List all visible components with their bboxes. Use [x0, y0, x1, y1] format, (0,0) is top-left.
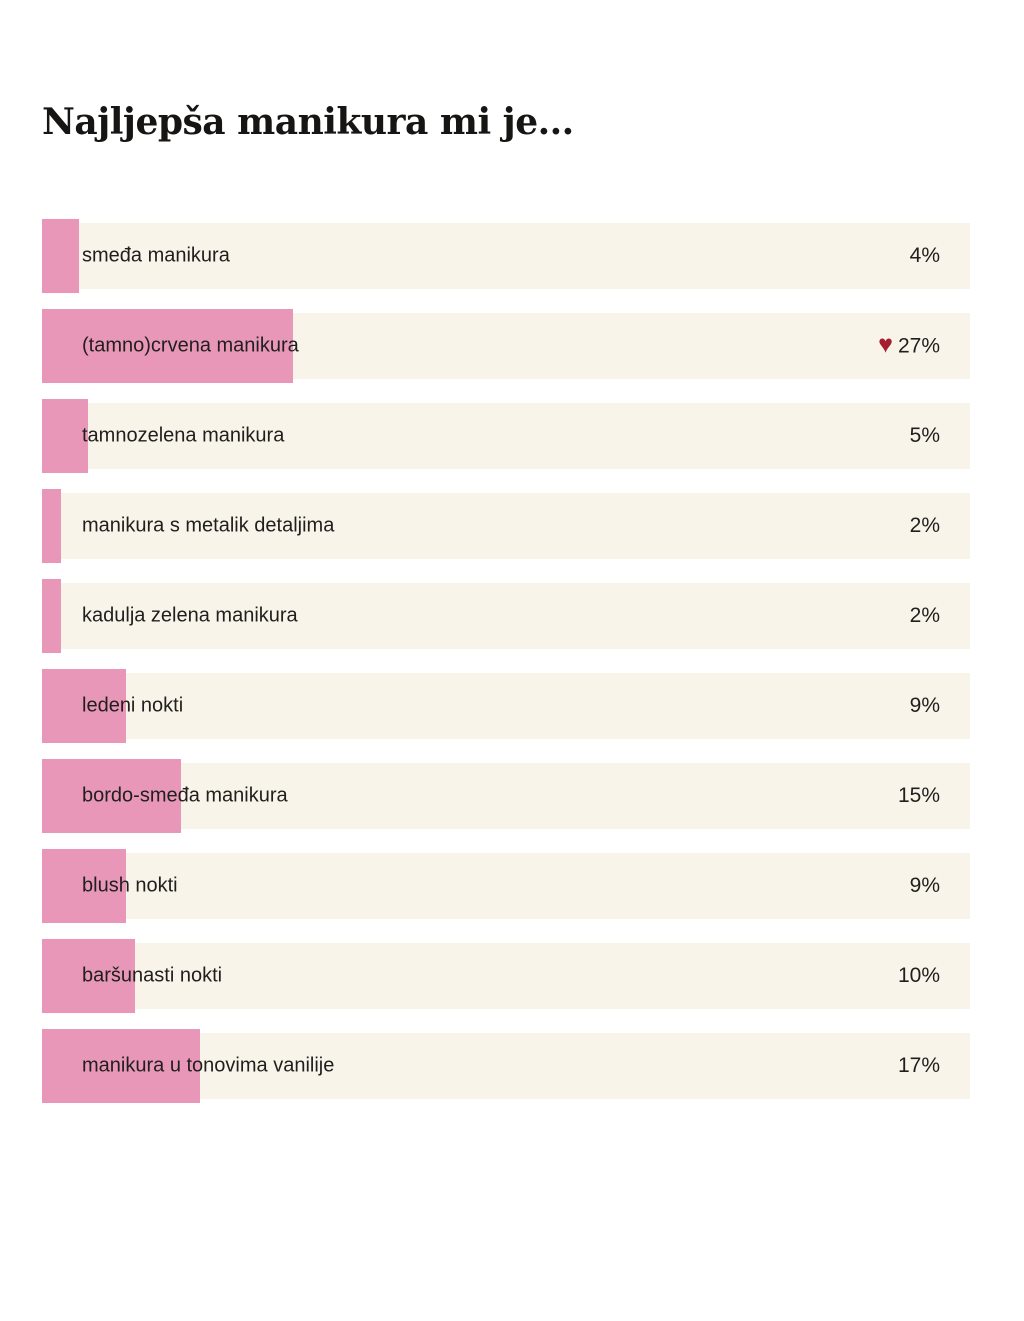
result-bar — [42, 489, 61, 563]
poll-option-row: manikura u tonovima vanilije ♥ 17% — [42, 1029, 970, 1103]
option-label: (tamno)crvena manikura — [82, 334, 299, 357]
poll-option-row: blush nokti ♥ 9% — [42, 849, 970, 923]
poll-option-row: (tamno)crvena manikura ♥ 27% — [42, 309, 970, 383]
option-result: ♥ 27% — [878, 330, 940, 359]
result-bar — [42, 219, 80, 293]
option-result: ♥ 2% — [910, 604, 940, 628]
result-bar — [42, 309, 293, 383]
poll-option-row: manikura s metalik detaljima ♥ 2% — [42, 489, 970, 563]
option-result: ♥ 17% — [898, 1054, 940, 1078]
row-background — [42, 943, 970, 1009]
option-percentage: 27% — [897, 334, 940, 357]
option-label: kadulja zelena manikura — [82, 604, 298, 627]
row-background — [42, 223, 970, 289]
option-label: tamnozelena manikura — [82, 424, 285, 447]
row-background — [42, 403, 970, 469]
poll-results-list: smeđa manikura ♥ 4% (tamno)crvena maniku… — [42, 219, 970, 1103]
option-label: ledeni nokti — [82, 694, 184, 717]
option-label: bordo-smeđa manikura — [82, 784, 288, 807]
result-bar — [42, 849, 126, 923]
row-background — [42, 673, 970, 739]
result-bar — [42, 939, 135, 1013]
option-label: smeđa manikura — [82, 244, 230, 267]
poll-option-row: bordo-smeđa manikura ♥ 15% — [42, 759, 970, 833]
option-percentage: 10% — [897, 964, 940, 987]
poll-widget: Najljepša manikura mi je... smeđa maniku… — [42, 100, 970, 1103]
option-percentage: 2% — [909, 604, 940, 627]
option-result: ♥ 10% — [898, 964, 940, 988]
option-result: ♥ 2% — [910, 514, 940, 538]
poll-option-row: baršunasti nokti ♥ 10% — [42, 939, 970, 1013]
result-bar — [42, 1029, 200, 1103]
result-bar — [42, 759, 182, 833]
row-background — [42, 583, 970, 649]
row-background — [42, 763, 970, 829]
option-percentage: 9% — [909, 874, 940, 897]
poll-title: Najljepša manikura mi je... — [42, 101, 574, 143]
option-percentage: 5% — [909, 424, 940, 447]
poll-option-row: tamnozelena manikura ♥ 5% — [42, 399, 970, 473]
option-percentage: 2% — [909, 514, 940, 537]
option-label: baršunasti nokti — [82, 964, 223, 987]
option-result: ♥ 5% — [910, 424, 940, 448]
row-background — [42, 493, 970, 559]
heart-icon: ♥ — [878, 330, 893, 359]
poll-option-row: kadulja zelena manikura ♥ 2% — [42, 579, 970, 653]
option-result: ♥ 9% — [910, 874, 940, 898]
option-label: manikura u tonovima vanilije — [82, 1054, 335, 1077]
poll-option-row: ledeni nokti ♥ 9% — [42, 669, 970, 743]
row-background — [42, 853, 970, 919]
option-result: ♥ 15% — [898, 784, 940, 808]
option-label: blush nokti — [82, 874, 178, 897]
option-percentage: 4% — [909, 244, 940, 267]
option-percentage: 9% — [909, 694, 940, 717]
result-bar — [42, 399, 89, 473]
result-bar — [42, 579, 61, 653]
option-result: ♥ 9% — [910, 694, 940, 718]
option-percentage: 17% — [897, 1054, 940, 1077]
option-result: ♥ 4% — [910, 244, 940, 268]
poll-option-row: smeđa manikura ♥ 4% — [42, 219, 970, 293]
result-bar — [42, 669, 126, 743]
option-percentage: 15% — [897, 784, 940, 807]
option-label: manikura s metalik detaljima — [82, 514, 335, 537]
